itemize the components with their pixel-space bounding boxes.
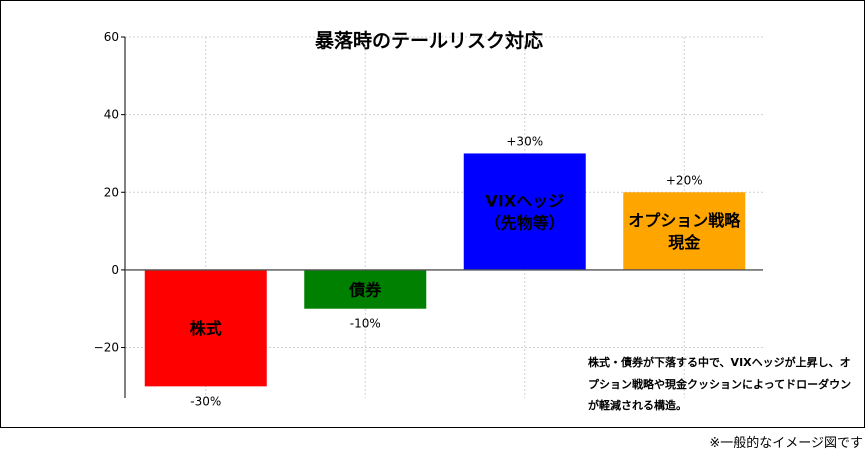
y-tick-label: 40 [104,108,119,122]
value-label-2: -10% [350,317,381,331]
bar-3 [463,153,586,270]
y-tick-label: −20 [94,341,119,355]
bar-label-4: オプション戦略現金 [628,211,741,252]
bar-4 [623,192,746,270]
y-tick-label: 20 [104,185,119,199]
bar-chart: −20 0 20 40 60 株式 債券 VIXヘッジ（先物等） オプション戦略現金 -30% -1… [94,29,763,408]
value-label-4: +20% [666,173,703,187]
bar-1 [144,269,267,387]
bar-2 [304,269,427,309]
value-label-1: -30% [190,394,221,408]
y-tick-label: 0 [111,263,119,277]
bar-label-1: 株式 [190,319,222,338]
footnote: ※一般的なイメージ図です [709,436,863,451]
value-label-3: +30% [506,134,543,148]
bar-label-2: 債券 [348,280,382,299]
chart-annotation: 株式・債券が下落する中で、VIXヘッジが上昇し、オプション戦略や現金クッションに… [588,356,852,412]
y-tick-label: 60 [104,30,119,44]
chart-frame: −20 0 20 40 60 株式 債券 VIXヘッジ（先物等） オプション戦略現金 -30% -1… [0,0,865,428]
bar-label-3: VIXヘッジ（先物等） [485,192,565,233]
chart-title: 暴落時のテールリスク対応 [315,29,543,52]
